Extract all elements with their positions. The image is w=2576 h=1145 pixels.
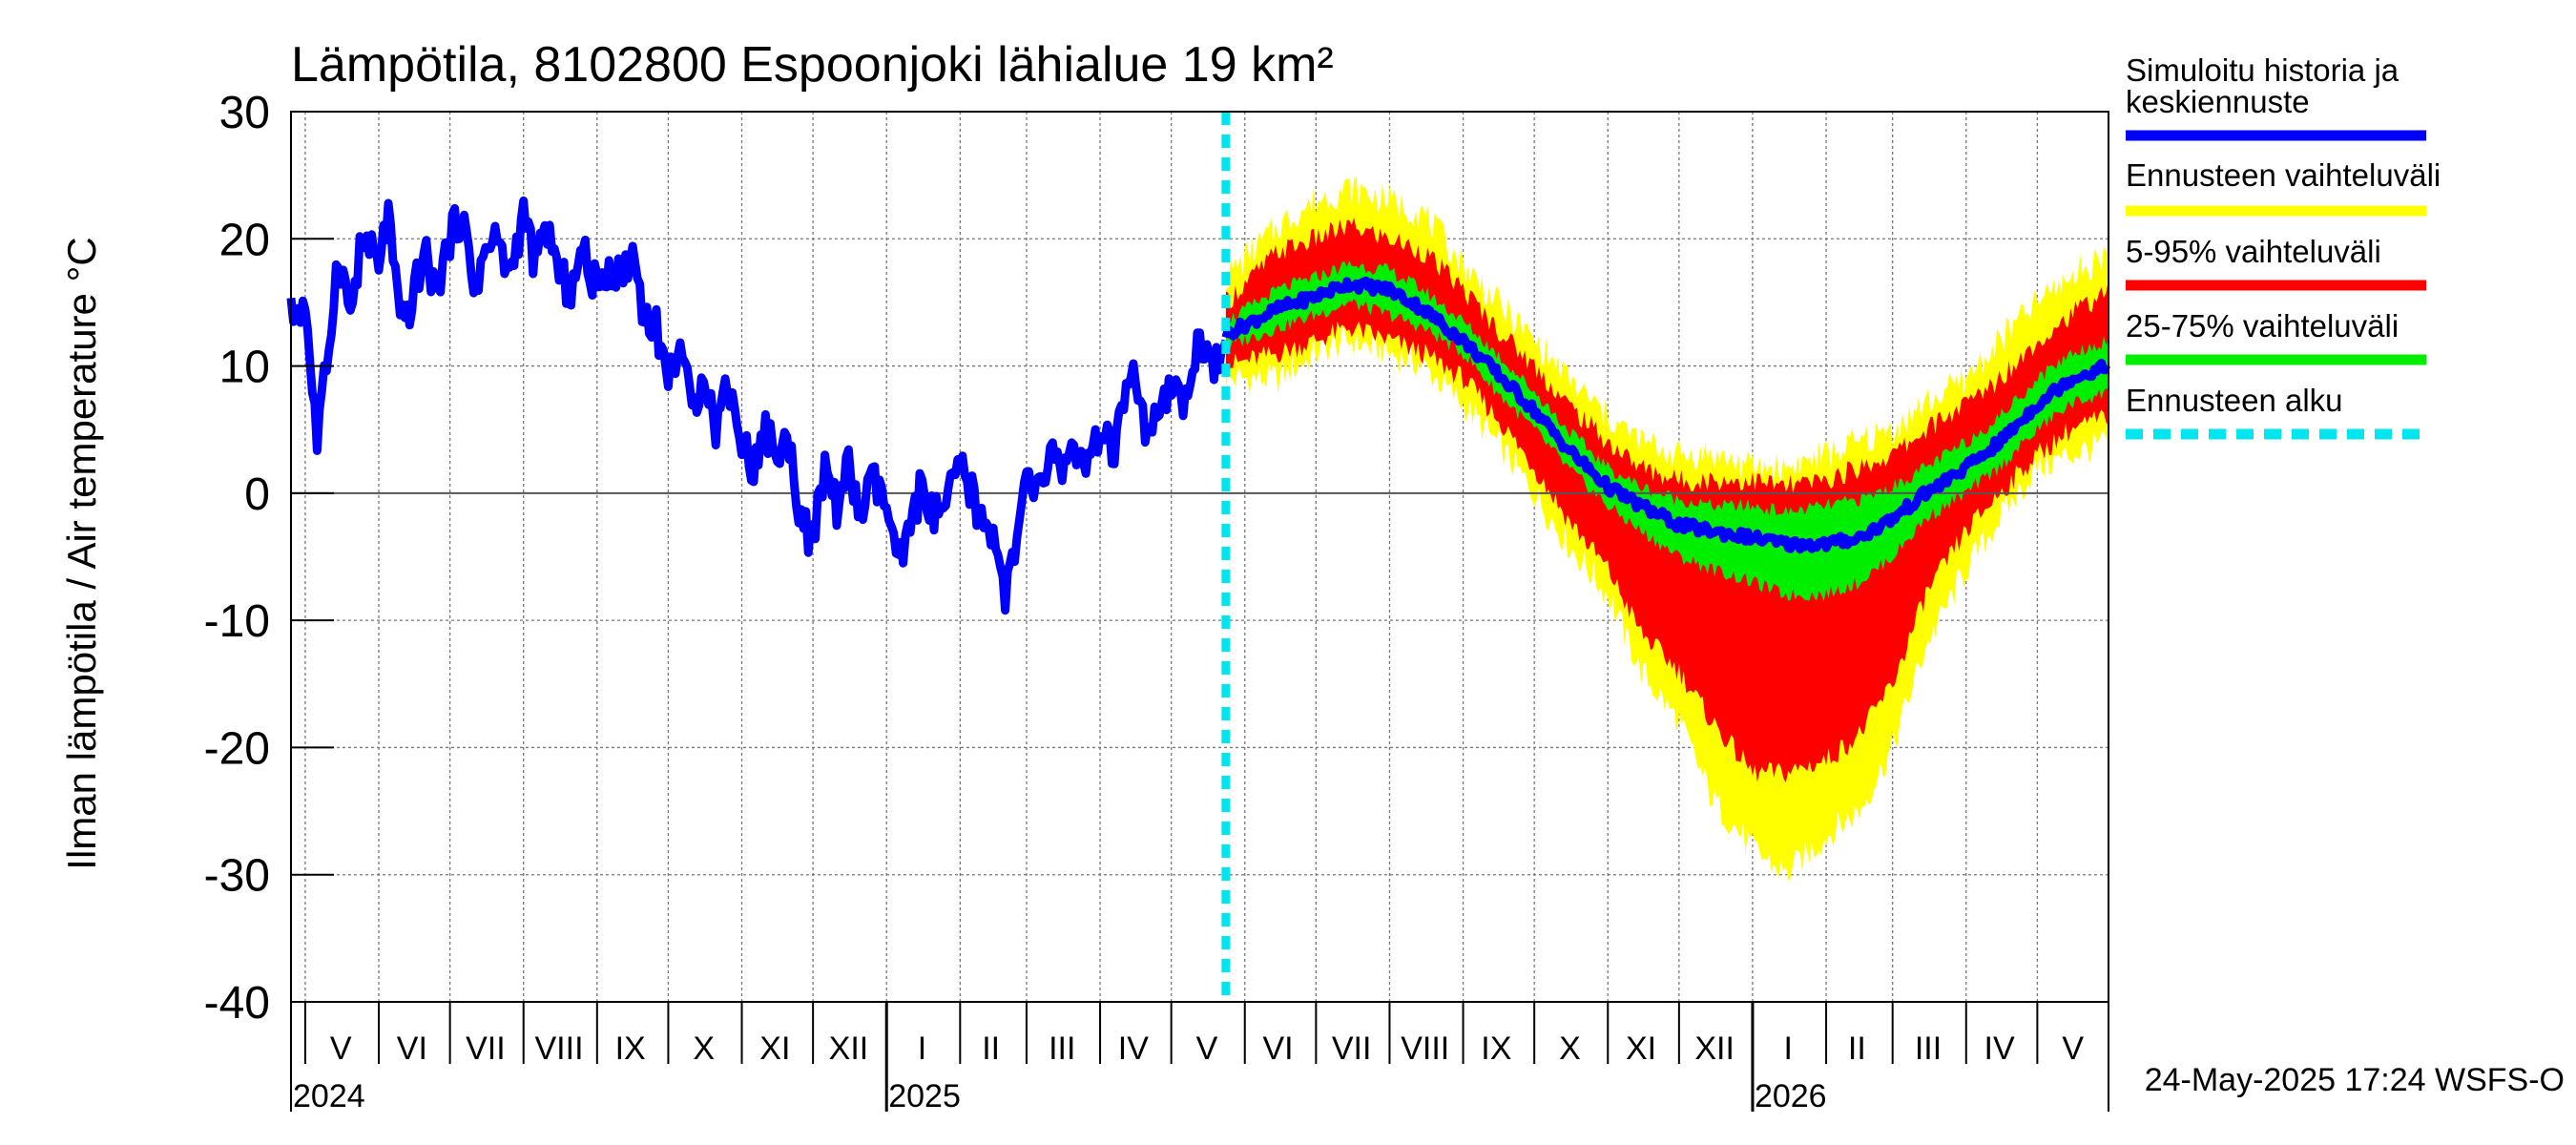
chart-title: Lämpötila, 8102800 Espoonjoki lähialue 1… — [291, 37, 1334, 93]
month-label: XII — [829, 1030, 869, 1067]
month-label: IX — [1481, 1030, 1511, 1067]
plot-frame-layer — [290, 111, 2109, 1112]
month-label: V — [2062, 1030, 2084, 1067]
series-lines-layer — [286, 112, 2111, 1002]
y-tick-label: -40 — [204, 978, 270, 1029]
month-label: VIII — [1401, 1030, 1449, 1067]
month-label: VI — [1263, 1030, 1294, 1067]
month-label: I — [1784, 1030, 1793, 1067]
month-label: X — [1559, 1030, 1581, 1067]
month-label: IV — [1984, 1030, 2015, 1067]
y-tick-label: -10 — [204, 596, 270, 647]
month-label: II — [1848, 1030, 1866, 1067]
month-label: I — [918, 1030, 926, 1067]
month-label: II — [982, 1030, 1000, 1067]
forecast-median-line — [1221, 276, 2111, 554]
month-label: III — [1915, 1030, 1942, 1067]
y-tick-label: 10 — [219, 343, 270, 393]
legend-label: keskiennuste — [2126, 84, 2310, 119]
y-tick-label: -20 — [204, 723, 270, 774]
month-label: IV — [1118, 1030, 1149, 1067]
year-label: 2026 — [1755, 1078, 1827, 1114]
y-tick-label: 30 — [219, 88, 270, 138]
month-label: VII — [466, 1030, 506, 1067]
y-axis-label: Ilman lämpötila / Air temperature °C — [59, 237, 104, 869]
legend-label: Simuloitu historia ja — [2126, 52, 2399, 88]
timestamp-footer: 24-May-2025 17:24 WSFS-O — [2145, 1062, 2565, 1098]
legend-label: Ennusteen vaihteluväli — [2126, 157, 2441, 193]
month-label: XII — [1694, 1030, 1735, 1067]
y-tick-label: 0 — [244, 469, 270, 520]
plot-frame — [290, 111, 2109, 1003]
month-label: VIII — [535, 1030, 584, 1067]
legend-label: Ennusteen alku — [2126, 383, 2343, 418]
history-line — [286, 196, 1231, 615]
month-label: VII — [1332, 1030, 1372, 1067]
month-label: IX — [615, 1030, 646, 1067]
y-tick-label: -30 — [204, 851, 270, 902]
y-tick-label: 20 — [219, 215, 270, 265]
month-label: XI — [759, 1030, 790, 1067]
month-label: X — [693, 1030, 715, 1067]
month-label: XI — [1626, 1030, 1656, 1067]
month-label: III — [1049, 1030, 1075, 1067]
month-label: V — [1196, 1030, 1218, 1067]
year-label: 2024 — [293, 1078, 365, 1114]
month-label: V — [330, 1030, 352, 1067]
legend-label: 25-75% vaihteluväli — [2126, 308, 2399, 344]
legend-label: 5-95% vaihteluväli — [2126, 234, 2381, 269]
month-label: VI — [397, 1030, 427, 1067]
year-label: 2025 — [888, 1078, 961, 1114]
